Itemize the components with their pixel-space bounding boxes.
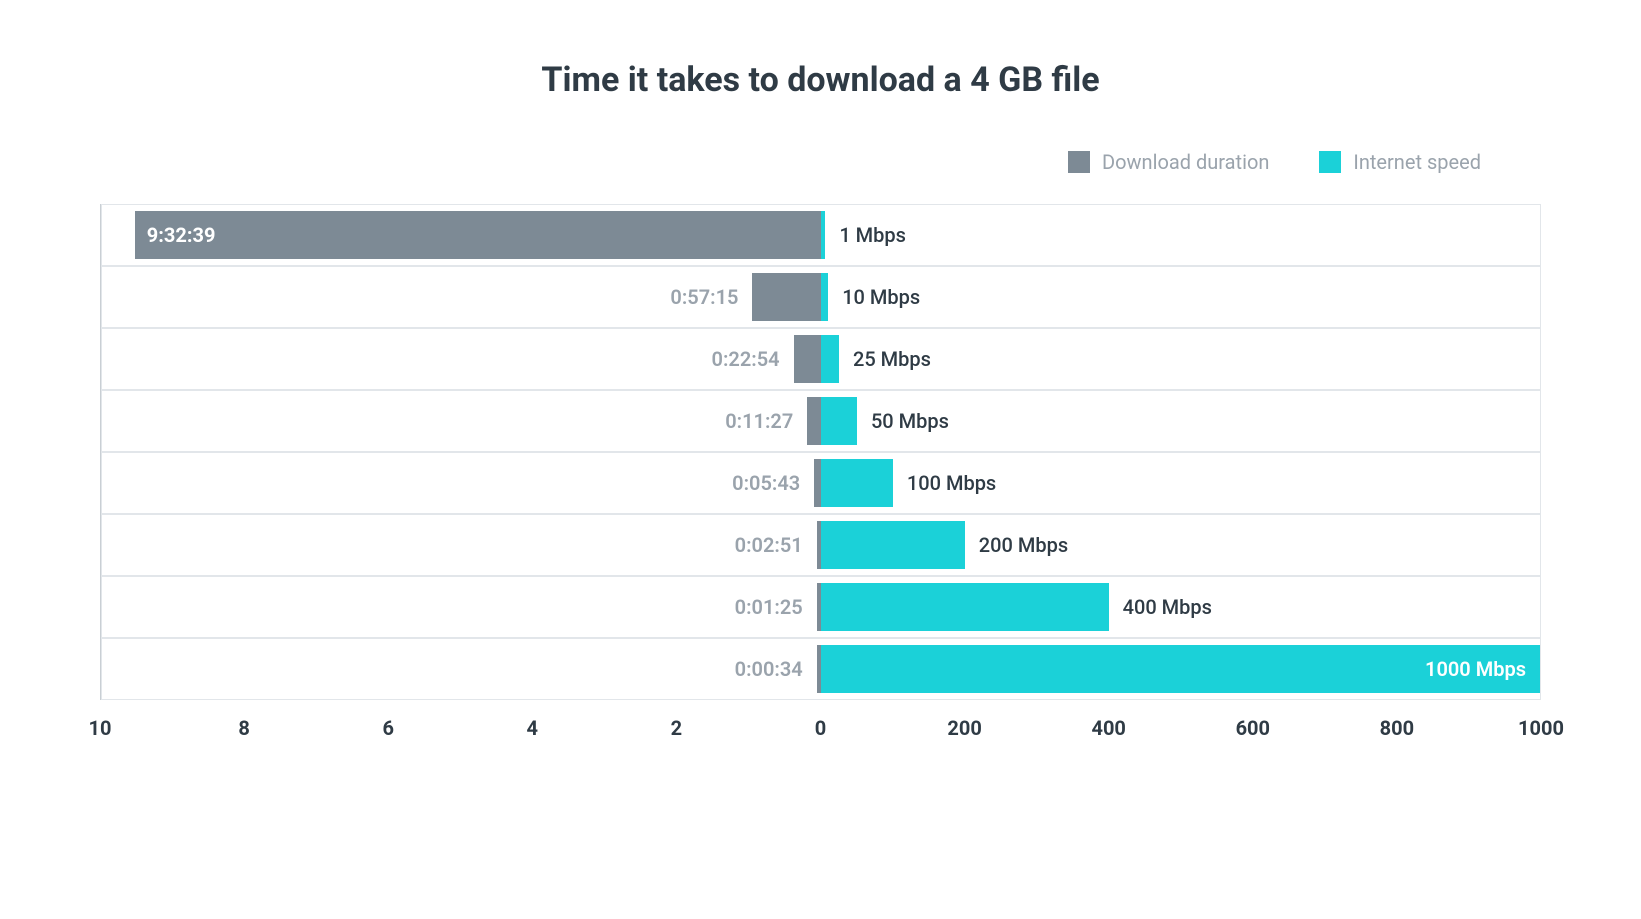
duration-label: 0:01:25 — [735, 595, 803, 619]
speed-label: 10 Mbps — [842, 285, 920, 309]
chart-row: 0:05:43100 Mbps — [101, 452, 1541, 514]
duration-label: 0:02:51 — [735, 533, 803, 557]
speed-label: 100 Mbps — [907, 471, 996, 495]
duration-label: 0:57:15 — [670, 285, 738, 309]
legend-item-speed: Internet speed — [1319, 150, 1481, 174]
legend-item-duration: Download duration — [1068, 150, 1269, 174]
chart-rows: 9:32:391 Mbps0:57:1510 Mbps0:22:5425 Mbp… — [101, 204, 1541, 699]
speed-label: 50 Mbps — [871, 409, 949, 433]
chart-area: 9:32:391 Mbps0:57:1510 Mbps0:22:5425 Mbp… — [100, 204, 1541, 700]
duration-label: 0:11:27 — [725, 409, 793, 433]
speed-bar: 10 Mbps — [821, 273, 828, 321]
legend-label-duration: Download duration — [1102, 150, 1269, 174]
legend-swatch-speed — [1319, 151, 1341, 173]
legend-label-speed: Internet speed — [1353, 150, 1481, 174]
speed-label: 200 Mbps — [979, 533, 1068, 557]
axis-tick: 400 — [1091, 716, 1125, 740]
axis-tick: 600 — [1236, 716, 1270, 740]
speed-bar: 1 Mbps — [821, 211, 825, 259]
chart-row: 0:01:25 400 Mbps — [101, 576, 1541, 638]
duration-bar: 0:22:54 — [794, 335, 821, 383]
speed-bar: 100 Mbps — [821, 459, 893, 507]
speed-bar: 25 Mbps — [821, 335, 839, 383]
chart-row: 0:11:2750 Mbps — [101, 390, 1541, 452]
speed-bar: 50 Mbps — [821, 397, 857, 445]
legend: Download duration Internet speed — [100, 150, 1541, 174]
speed-label: 1 Mbps — [839, 223, 906, 247]
axis-tick: 6 — [382, 716, 393, 740]
axis-tick: 200 — [947, 716, 981, 740]
chart-row: 0:57:1510 Mbps — [101, 266, 1541, 328]
chart-title: Time it takes to download a 4 GB file — [100, 60, 1541, 100]
x-axis: 10864202004006008001000 — [100, 708, 1541, 748]
duration-bar: 9:32:39 — [135, 211, 821, 259]
speed-label: 25 Mbps — [853, 347, 931, 371]
axis-tick: 2 — [671, 716, 682, 740]
axis-tick: 4 — [527, 716, 538, 740]
duration-bar: 0:11:27 — [807, 397, 821, 445]
chart-row: 0:02:51 200 Mbps — [101, 514, 1541, 576]
axis-tick: 10 — [89, 716, 112, 740]
speed-bar: 400 Mbps — [821, 583, 1109, 631]
speed-label: 400 Mbps — [1123, 595, 1212, 619]
legend-swatch-duration — [1068, 151, 1090, 173]
axis-tick: 1000 — [1518, 716, 1564, 740]
duration-bar: 0:57:15 — [752, 273, 821, 321]
chart-container: Time it takes to download a 4 GB file Do… — [0, 0, 1641, 788]
speed-label: 1000 Mbps — [1425, 657, 1526, 681]
duration-label: 9:32:39 — [147, 223, 216, 247]
duration-label: 0:22:54 — [712, 347, 780, 371]
speed-bar: 200 Mbps — [821, 521, 965, 569]
chart-row: 0:00:34 1000 Mbps — [101, 638, 1541, 700]
chart-row: 9:32:39 1 Mbps — [101, 204, 1541, 266]
axis-tick: 8 — [238, 716, 249, 740]
duration-label: 0:05:43 — [732, 471, 800, 495]
duration-bar: 0:05:43 — [814, 459, 821, 507]
duration-label: 0:00:34 — [735, 657, 803, 681]
axis-tick: 800 — [1380, 716, 1414, 740]
axis-tick: 0 — [815, 716, 826, 740]
chart-row: 0:22:5425 Mbps — [101, 328, 1541, 390]
speed-bar: 1000 Mbps — [821, 645, 1540, 693]
